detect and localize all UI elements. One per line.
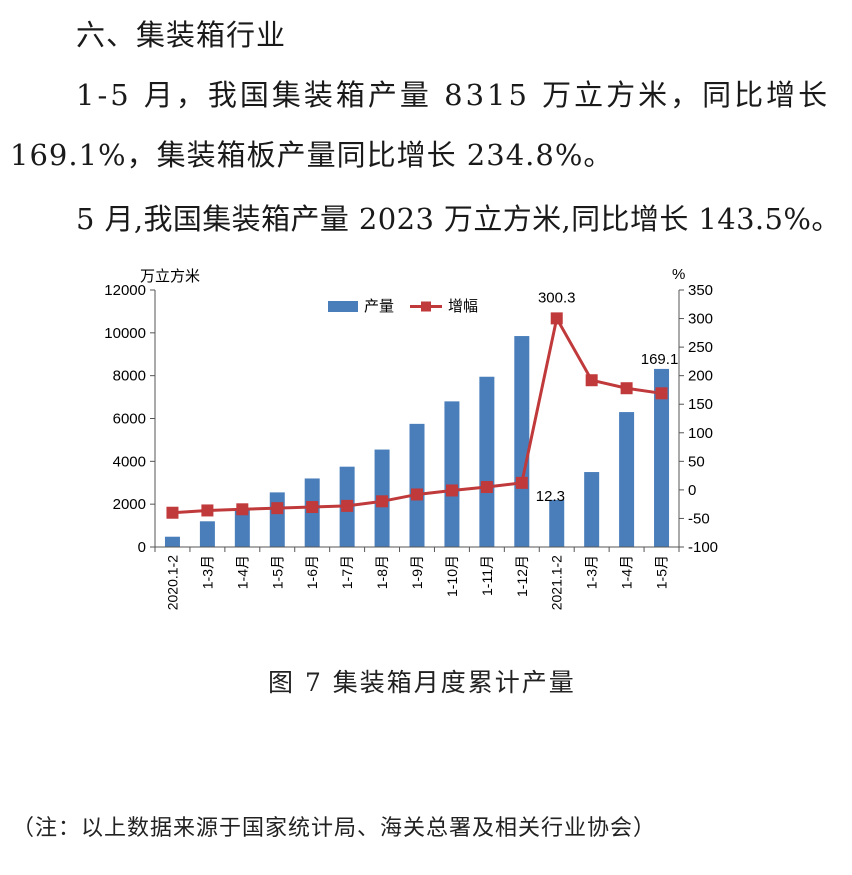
chart-legend: 产量 增幅 xyxy=(328,298,478,315)
section-heading: 六、集装箱行业 xyxy=(76,18,287,52)
growth-point xyxy=(550,312,563,325)
growth-point xyxy=(515,476,528,489)
x-category-label: 1-5月 xyxy=(269,555,285,589)
production-bar xyxy=(584,472,600,547)
paragraph-line-2: 169.1%，集装箱板产量同比增长 234.8%。 xyxy=(10,138,614,172)
right-tick-label: -50 xyxy=(688,510,710,527)
growth-point xyxy=(271,502,284,515)
production-bar xyxy=(409,423,425,547)
production-bar xyxy=(514,336,530,547)
paragraph-line-3: 5 月,我国集装箱产量 2023 万立方米,同比增长 143.5%。 xyxy=(76,202,841,236)
growth-point xyxy=(411,488,423,501)
x-category-label: 1-5月 xyxy=(654,555,670,589)
right-tick-label: 300 xyxy=(688,311,713,328)
production-bar xyxy=(234,508,250,547)
production-bar xyxy=(199,521,215,547)
growth-point xyxy=(166,506,179,519)
x-category-label: 1-3月 xyxy=(199,555,215,589)
x-category-label: 1-4月 xyxy=(234,555,250,589)
production-bar xyxy=(269,492,285,547)
legend-bar-swatch xyxy=(328,301,358,312)
x-category-label: 1-6月 xyxy=(304,555,320,589)
growth-point xyxy=(585,374,598,387)
x-category-label: 1-8月 xyxy=(374,555,390,589)
right-tick-label: 350 xyxy=(688,282,713,299)
left-axis-unit: 万立方米 xyxy=(140,268,200,285)
production-bar xyxy=(444,401,460,547)
growth-data-label: 12.3 xyxy=(536,488,565,505)
right-tick-label: 150 xyxy=(688,396,713,413)
left-tick-label: 6000 xyxy=(113,411,146,428)
growth-point xyxy=(445,484,458,497)
legend-line-label: 增幅 xyxy=(448,298,478,315)
left-tick-label: 12000 xyxy=(104,282,146,299)
growth-point xyxy=(620,382,633,395)
container-production-chart: 0 2000 4000 6000 8000 10000 12000 -100 -50 0 50 100… xyxy=(104,266,718,610)
growth-point xyxy=(341,499,354,512)
x-category-label: 1-9月 xyxy=(409,555,425,589)
source-note: （注：以上数据来源于国家统计局、海关总署及相关行业协会） xyxy=(12,816,657,841)
production-bar xyxy=(654,368,670,547)
production-bar xyxy=(549,499,565,547)
right-tick-label: 250 xyxy=(688,339,713,356)
growth-point xyxy=(201,504,214,517)
left-tick-label: 4000 xyxy=(113,453,146,470)
production-bar xyxy=(164,536,180,547)
x-category-label: 2020.1-2 xyxy=(164,555,180,610)
growth-point xyxy=(306,501,319,514)
growth-data-label: 300.3 xyxy=(538,289,576,306)
right-axis-unit: % xyxy=(672,266,685,283)
x-category-label: 1-10月 xyxy=(444,555,460,597)
figure-caption: 图 7 集装箱月度累计产量 xyxy=(268,668,576,697)
left-tick-label: 2000 xyxy=(113,496,146,513)
x-category-label: 1-12月 xyxy=(514,555,530,597)
growth-point xyxy=(655,387,668,400)
legend-line-marker xyxy=(421,301,431,312)
left-tick-label: 10000 xyxy=(104,325,146,342)
growth-data-label: 169.1 xyxy=(641,351,679,368)
growth-point xyxy=(236,503,249,516)
right-tick-label: -100 xyxy=(688,539,718,556)
production-bar xyxy=(479,376,495,547)
x-category-label: 2021.1-2 xyxy=(549,555,565,610)
x-category-label: 1-4月 xyxy=(619,555,635,589)
paragraph-line-1: 1-5 月，我国集装箱产量 8315 万立方米，同比增长 xyxy=(76,78,831,112)
right-tick-label: 50 xyxy=(688,453,705,470)
left-tick-label: 0 xyxy=(138,539,146,556)
growth-point xyxy=(480,481,493,494)
x-category-label: 1-3月 xyxy=(584,555,600,589)
growth-point xyxy=(376,495,389,508)
x-category-label: 1-11月 xyxy=(479,555,495,596)
left-tick-label: 8000 xyxy=(113,368,146,385)
right-tick-label: 200 xyxy=(688,368,713,385)
legend-bar-label: 产量 xyxy=(364,298,394,315)
right-tick-label: 0 xyxy=(688,482,696,499)
right-tick-label: 100 xyxy=(688,425,713,442)
production-bar xyxy=(619,412,635,547)
x-category-label: 1-7月 xyxy=(339,555,355,589)
